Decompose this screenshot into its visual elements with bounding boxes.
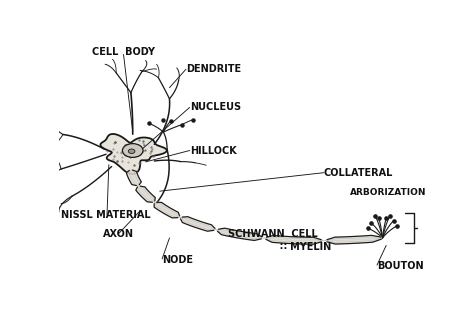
Circle shape [122,144,143,157]
Circle shape [128,149,135,154]
Text: AXON: AXON [103,229,134,239]
Polygon shape [100,134,167,174]
Polygon shape [127,170,141,186]
Text: COLLATERAL: COLLATERAL [324,168,393,178]
Text: NISSL MATERIAL: NISSL MATERIAL [61,210,151,220]
Polygon shape [181,217,215,231]
Polygon shape [266,236,321,244]
Polygon shape [327,236,382,244]
Text: HILLOCK: HILLOCK [190,146,237,156]
Text: ARBORIZATION: ARBORIZATION [349,188,426,197]
Text: NODE: NODE [162,255,193,265]
Polygon shape [154,202,180,218]
Text: ∷ MYELIN: ∷ MYELIN [280,242,331,252]
Text: BOUTON: BOUTON [377,261,424,271]
Text: SCHWANN  CELL: SCHWANN CELL [228,229,318,239]
Text: NUCLEUS: NUCLEUS [190,102,241,112]
Polygon shape [136,186,155,202]
Polygon shape [218,228,262,240]
Text: CELL  BODY: CELL BODY [92,47,155,57]
Text: DENDRITE: DENDRITE [186,64,241,74]
